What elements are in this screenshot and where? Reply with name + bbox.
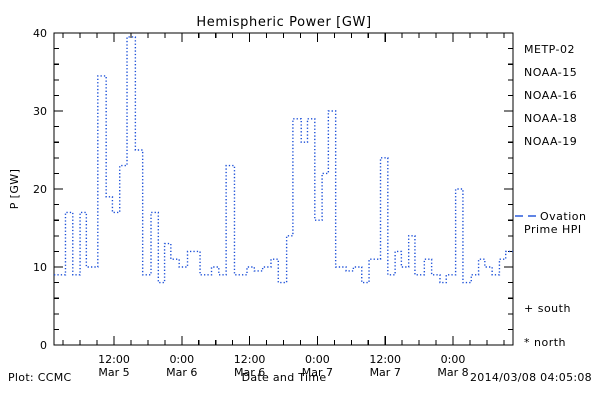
legend: METP-02 NOAA-15 NOAA-16 NOAA-18 NOAA-19 Ovati… [515, 43, 586, 349]
y-axis-label-text: P [GW] [8, 169, 21, 210]
series-ovation-prime-hpi [54, 36, 513, 284]
legend-ovation-line2: Prime HPI [524, 223, 582, 236]
x-tick-time-1: 0:00 [169, 353, 194, 366]
plot-frame [53, 32, 514, 346]
x-tick-date-3: Mar 7 [302, 366, 333, 379]
legend-item-noaa-18: NOAA-18 [524, 112, 577, 125]
y-tick-label-30: 30 [33, 105, 47, 118]
plot-timestamp: 2014/03/08 04:05:08 [470, 371, 592, 384]
page-title: Hemispheric Power [GW] [196, 15, 371, 30]
legend-item-noaa-15: NOAA-15 [524, 66, 577, 79]
x-axis-label: Date and Time [242, 371, 327, 384]
x-tick-time-0: 12:00 [98, 353, 130, 366]
x-tick-time-2: 12:00 [234, 353, 266, 366]
legend-item-noaa-16: NOAA-16 [524, 89, 577, 102]
legend-marker-north: * north [524, 336, 566, 349]
y-axis-ticks [54, 32, 513, 346]
y-axis-tick-labels: 0 10 20 30 40 [33, 27, 47, 352]
y-tick-label-10: 10 [33, 261, 47, 274]
legend-item-noaa-19: NOAA-19 [524, 135, 577, 148]
data-series-group [54, 36, 513, 284]
x-tick-time-3: 0:00 [305, 353, 330, 366]
y-tick-label-0: 0 [40, 339, 47, 352]
legend-ovation-line1: Ovation [540, 210, 586, 223]
x-tick-time-5: 0:00 [441, 353, 466, 366]
plot-frame-rect [53, 32, 514, 346]
legend-marker-south: + south [524, 302, 571, 315]
legend-item-metp-02: METP-02 [524, 43, 575, 56]
x-tick-time-4: 12:00 [369, 353, 401, 366]
x-tick-date-2: Mar 6 [234, 366, 265, 379]
y-axis-label: P [GW] [8, 169, 21, 210]
y-tick-label-20: 20 [33, 183, 47, 196]
plot-credit: Plot: CCMC [8, 371, 71, 384]
x-tick-date-0: Mar 5 [98, 366, 129, 379]
x-tick-date-4: Mar 7 [370, 366, 401, 379]
x-tick-date-5: Mar 8 [437, 366, 468, 379]
x-tick-date-1: Mar 6 [166, 366, 197, 379]
x-axis-ticks [62, 33, 505, 345]
y-tick-label-40: 40 [33, 27, 47, 40]
